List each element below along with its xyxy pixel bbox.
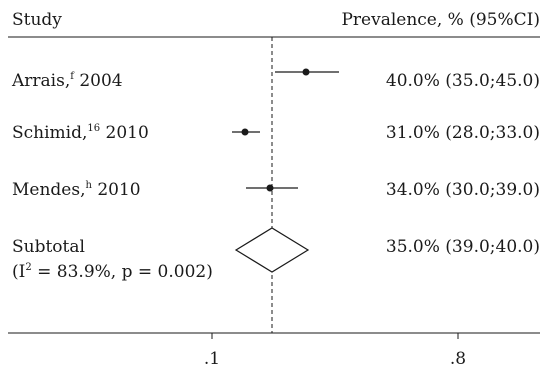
study-estimate-label: 34.0% (30.0;39.0) bbox=[386, 180, 540, 200]
heterogeneity-label: (I2 = 83.9%, p = 0.002) bbox=[12, 262, 213, 282]
study-name: Schimid,16 2010 bbox=[12, 123, 149, 143]
study-name: Arrais,f 2004 bbox=[11, 71, 123, 91]
x-tick-label: .8 bbox=[450, 349, 466, 369]
study-name: Mendes,h 2010 bbox=[12, 180, 141, 200]
header-prevalence: Prevalence, % (95%CI) bbox=[341, 10, 540, 30]
point-estimate bbox=[267, 185, 274, 192]
study-estimate-label: 31.0% (28.0;33.0) bbox=[386, 123, 540, 143]
header-study: Study bbox=[12, 10, 62, 30]
study-row: Arrais,f 2004 40.0% (35.0;45.0) bbox=[11, 69, 540, 92]
subtotal-diamond bbox=[236, 228, 308, 272]
subtotal-row: Subtotal (I2 = 83.9%, p = 0.002) 35.0% (… bbox=[12, 228, 540, 282]
subtotal-estimate-label: 35.0% (39.0;40.0) bbox=[386, 237, 540, 257]
study-row: Mendes,h 2010 34.0% (30.0;39.0) bbox=[12, 180, 540, 200]
study-row: Schimid,16 2010 31.0% (28.0;33.0) bbox=[12, 123, 540, 143]
study-estimate-label: 40.0% (35.0;45.0) bbox=[386, 71, 540, 91]
point-estimate bbox=[242, 129, 249, 136]
subtotal-label: Subtotal bbox=[12, 237, 85, 257]
x-tick-label: .1 bbox=[204, 349, 220, 369]
point-estimate bbox=[303, 69, 310, 76]
